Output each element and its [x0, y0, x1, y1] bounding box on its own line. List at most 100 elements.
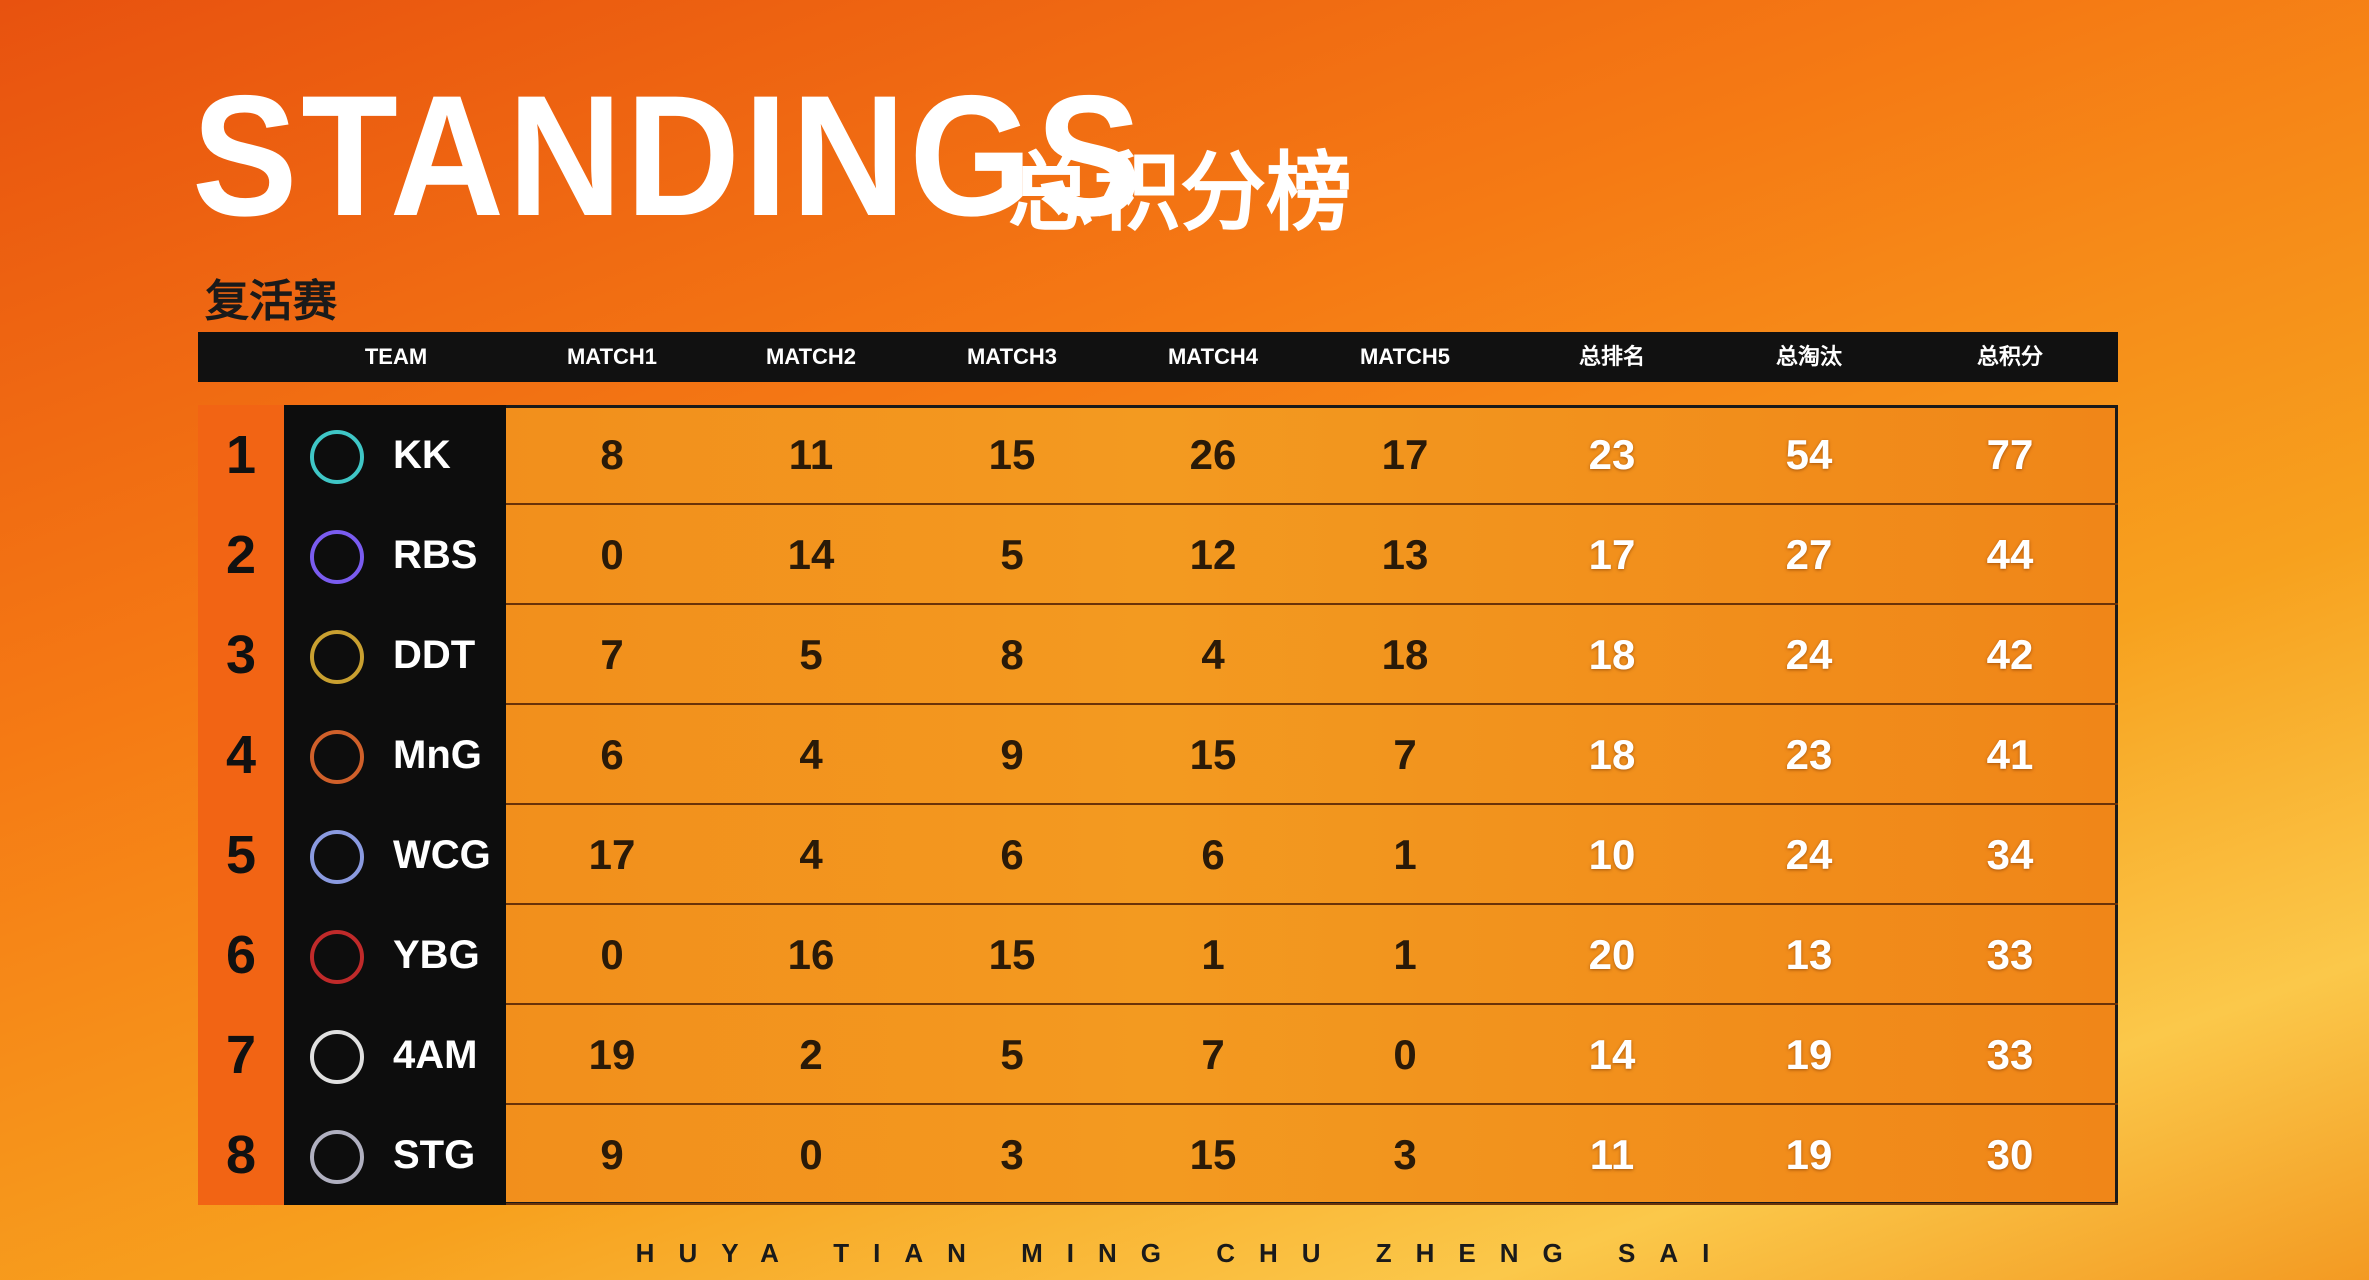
score: 4: [799, 831, 823, 878]
stage-name: 复活赛: [205, 277, 337, 326]
team-logo: [310, 430, 364, 484]
score: 19: [1785, 1031, 1833, 1078]
score: 2: [799, 1031, 823, 1078]
score: 15: [988, 931, 1036, 978]
score: 0: [1393, 1031, 1417, 1078]
score: 1: [1201, 931, 1225, 978]
team-logo: [310, 730, 364, 784]
score: 4: [799, 731, 823, 778]
score: 26: [1189, 431, 1237, 478]
score: 15: [1189, 731, 1237, 778]
score: 4: [1201, 631, 1225, 678]
score: 7: [600, 631, 624, 678]
score: 5: [799, 631, 823, 678]
title: STANDINGS: [192, 60, 1146, 252]
column-header: TEAM: [364, 344, 428, 369]
score: 17: [588, 831, 636, 878]
team-name: STG: [393, 1133, 476, 1177]
column-header: MATCH2: [765, 344, 857, 369]
score: 30: [1986, 1131, 2034, 1178]
team-name: YBG: [393, 933, 480, 977]
score: 14: [1588, 1031, 1636, 1078]
table-body: [198, 405, 2118, 1205]
column-header: MATCH3: [966, 344, 1058, 369]
score: 11: [788, 431, 834, 478]
score: 27: [1785, 531, 1833, 578]
score: 15: [988, 431, 1036, 478]
team-name: WCG: [393, 833, 491, 877]
column-header: MATCH4: [1167, 344, 1259, 369]
team-logo: [310, 930, 364, 984]
subtitle: 总积分榜: [1008, 145, 1352, 241]
score: 12: [1189, 531, 1237, 578]
score: 77: [1986, 431, 2034, 478]
score: 5: [1000, 1031, 1024, 1078]
score: 0: [600, 531, 624, 578]
score: 9: [1000, 731, 1024, 778]
score: 19: [1785, 1131, 1833, 1178]
score: 34: [1986, 831, 2034, 878]
team-logo: [310, 530, 364, 584]
score: 0: [799, 1131, 823, 1178]
rank: 1: [198, 405, 284, 505]
table-row: [198, 705, 2118, 805]
score: 13: [1381, 531, 1429, 578]
score: 19: [588, 1031, 636, 1078]
score: 16: [787, 931, 835, 978]
score: 6: [600, 731, 624, 778]
rank: 5: [198, 805, 284, 905]
column-header: MATCH5: [1359, 344, 1451, 369]
column-header: 总排名: [1578, 344, 1645, 369]
rank: 8: [198, 1105, 284, 1205]
team-name: MnG: [393, 733, 482, 777]
score: 10: [1588, 831, 1636, 878]
score: 9: [600, 1131, 624, 1178]
score: 54: [1785, 431, 1833, 478]
score: 18: [1588, 631, 1636, 678]
score: 24: [1785, 831, 1833, 878]
score: 18: [1588, 731, 1636, 778]
score: 20: [1588, 931, 1636, 978]
score: 7: [1393, 731, 1417, 778]
score: 17: [1381, 431, 1429, 478]
score: 23: [1785, 731, 1833, 778]
table-row: [198, 805, 2118, 905]
table-row: [198, 505, 2118, 605]
score: 24: [1785, 631, 1833, 678]
rank: 2: [198, 505, 284, 605]
score: 11: [1589, 1131, 1635, 1178]
score: 18: [1381, 631, 1429, 678]
score: 7: [1201, 1031, 1225, 1078]
team-name: RBS: [393, 533, 478, 577]
score: 42: [1986, 631, 2034, 678]
column-header: MATCH1: [566, 344, 658, 369]
rank: 7: [198, 1005, 284, 1105]
score: 14: [787, 531, 835, 578]
score: 15: [1189, 1131, 1237, 1178]
team-logo: [310, 1130, 364, 1184]
score: 8: [600, 431, 624, 478]
score: 6: [1000, 831, 1024, 878]
team-name: KK: [393, 433, 451, 477]
score: 33: [1986, 1031, 2034, 1078]
team-logo: [310, 830, 364, 884]
score: 33: [1986, 931, 2034, 978]
table-row: [198, 405, 2118, 505]
rank: 3: [198, 605, 284, 705]
table-row: [198, 605, 2118, 705]
team-logo: [310, 1030, 364, 1084]
rank: 6: [198, 905, 284, 1005]
score: 8: [1000, 631, 1024, 678]
score: 41: [1986, 731, 2034, 778]
rank: 4: [198, 705, 284, 805]
score: 3: [1393, 1131, 1417, 1178]
team-name: 4AM: [393, 1033, 478, 1077]
table-row: [198, 1105, 2118, 1205]
score: 1: [1393, 831, 1417, 878]
team-logo: [310, 630, 364, 684]
table-row: [198, 905, 2118, 1005]
column-header: 总淘汰: [1775, 344, 1842, 369]
score: 1: [1393, 931, 1417, 978]
header-bar: [198, 332, 2118, 382]
